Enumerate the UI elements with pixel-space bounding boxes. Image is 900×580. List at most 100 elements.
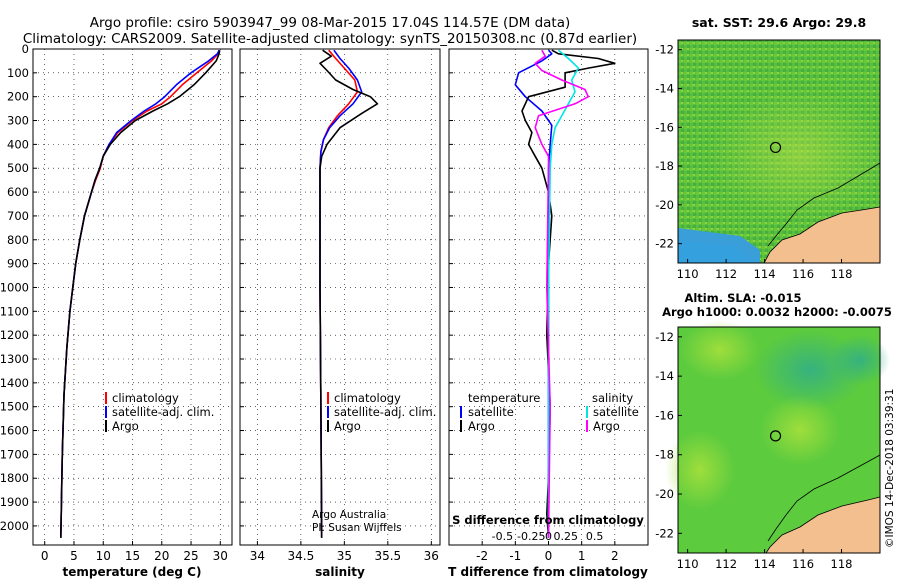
legend-title-salinity: salinity: [592, 391, 633, 405]
legend-label-t-satellite: satellite: [468, 405, 514, 419]
annotation-argo-australia: Argo Australia: [312, 509, 386, 521]
tick-label-depth: 800: [7, 233, 29, 247]
map-tick-label-lon: 118: [831, 557, 853, 571]
sst-map: sat. SST: 29.6 Argo: 29.8 110 112 114 116 11…: [655, 15, 881, 281]
temperature-panel: 0100200300400500600700800900100011001200…: [0, 42, 233, 579]
tick-label-x: 1: [578, 549, 586, 563]
tick-label-salinity-diff: 0.25: [553, 530, 578, 543]
sla-map-subtitle: Argo h1000: 0.0032 h2000: -0.0075: [662, 305, 892, 319]
tick-label-x: 34: [250, 549, 265, 563]
series-line-argo: [60, 50, 221, 538]
tick-label-depth: 2000: [0, 519, 29, 533]
map-tick-label-lon: 112: [715, 267, 737, 281]
tick-label-salinity-diff: 0: [545, 530, 552, 543]
difference-grid: [449, 48, 648, 545]
legend-label-satellite: satellite-adj. clim.: [334, 405, 436, 419]
tick-label-depth: 700: [7, 209, 29, 223]
legend-label-satellite: satellite-adj. clim.: [112, 405, 214, 419]
sla-low-region: [830, 335, 890, 385]
salinity-x-axis: 34 34.5 35 35.5 36: [250, 541, 439, 563]
legend-label-t-argo: Argo: [468, 419, 495, 433]
header-line2: Climatology: CARS2009. Satellite-adjuste…: [23, 31, 637, 47]
salinity-grid: [240, 48, 440, 545]
map-tick-label-lon: 114: [754, 267, 776, 281]
difference-x-axis: -2 -1 0 1 2: [476, 541, 619, 563]
map-tick-label-lon: 118: [831, 267, 853, 281]
tick-label-depth: 1000: [0, 280, 29, 294]
temperature-grid: [33, 48, 232, 545]
temperature-lines: [60, 49, 221, 538]
map-tick-label-lon: 116: [792, 557, 814, 571]
temperature-xlabel: temperature (deg C): [63, 565, 202, 579]
salinity-panel: 34 34.5 35 35.5 36 salinity climatology sate…: [239, 48, 441, 579]
difference-legend-right: salinity satellite Argo: [586, 391, 639, 433]
difference-xlabel-top: S difference from climatology: [452, 513, 644, 527]
map-tick-label-lat: -14: [655, 369, 674, 383]
series-line-argo: [319, 49, 379, 538]
salinity-xlabel: salinity: [315, 565, 365, 579]
sla-map-axes: 110 112 114 116 118 -12 -14 -16 -18 -20 -22: [655, 330, 852, 571]
tick-label-x: 2: [611, 549, 619, 563]
salinity-difference-ticks: -0.5 -0.25 0 0.25 0.5: [492, 530, 604, 543]
difference-lines: [514, 49, 616, 538]
tick-label-salinity-diff: -0.5: [492, 530, 513, 543]
legend-label-s-argo: Argo: [593, 419, 620, 433]
header-line1: Argo profile: csiro 5903947_99 08-Mar-20…: [90, 15, 571, 31]
map-tick-label-lat: -14: [655, 81, 674, 95]
tick-label-depth: 1600: [0, 424, 29, 438]
tick-label-depth: 1200: [0, 328, 29, 342]
tick-label-x: 20: [154, 549, 169, 563]
difference-xlabel: T difference from climatology: [448, 565, 648, 579]
sla-high-region: [665, 430, 735, 510]
sst-warm-region: [700, 90, 880, 220]
tick-label-depth: 1500: [0, 400, 29, 414]
map-tick-label-lat: -20: [655, 487, 674, 501]
tick-label-depth: 1900: [0, 495, 29, 509]
tick-label-x: -2: [476, 549, 488, 563]
legend-label-argo: Argo: [112, 419, 139, 433]
tick-label-x: 36: [424, 549, 439, 563]
sst-cool-region-2: [678, 240, 755, 263]
sla-high-region: [680, 320, 760, 380]
sla-high-region: [760, 395, 840, 465]
tick-label-x: 10: [96, 549, 111, 563]
sst-map-title: sat. SST: 29.6 Argo: 29.8: [692, 15, 866, 30]
legend-label-climatology: climatology: [334, 391, 401, 405]
map-tick-label-lat: -22: [655, 526, 674, 540]
tick-label-depth: 400: [7, 137, 29, 151]
sst-map-axes: 110 112 114 116 118 -12 -14 -16 -18 -20 -22: [655, 43, 852, 281]
series-line-s-argo: [534, 49, 590, 538]
sla-map: Altim. SLA: -0.015 Argo h1000: 0.0032 h2…: [655, 291, 892, 571]
sst-bathymetry-contour: [767, 162, 881, 247]
map-tick-label-lon: 110: [677, 557, 699, 571]
tick-label-salinity-diff: -0.25: [517, 530, 545, 543]
legend-label-argo: Argo: [334, 419, 361, 433]
temperature-legend: climatology satellite-adj. clim. Argo: [105, 391, 214, 433]
tick-label-x: 35: [337, 549, 352, 563]
map-tick-label-lat: -18: [655, 448, 674, 462]
sla-map-title: Altim. SLA: -0.015: [684, 291, 801, 305]
sla-map-frame: [677, 326, 881, 554]
sst-map-frame: [677, 39, 881, 264]
tick-label-depth: 900: [7, 257, 29, 271]
map-tick-label-lat: -16: [655, 408, 674, 422]
map-tick-label-lat: -12: [655, 330, 674, 344]
tick-label-depth: 500: [7, 161, 29, 175]
salinity-axes-frame: [239, 48, 441, 546]
tick-label-x: 25: [183, 549, 198, 563]
annotation-pi: PI: Susan Wijffels: [312, 522, 402, 534]
tick-label-depth: 300: [7, 114, 29, 128]
tick-label-depth: 600: [7, 185, 29, 199]
map-tick-label-lat: -18: [655, 159, 674, 173]
tick-label-salinity-diff: 0.5: [586, 530, 604, 543]
tick-label-x: 0: [545, 549, 553, 563]
footer-stamp: ©IMOS 14-Dec-2018 03:39:31: [884, 389, 896, 548]
tick-label-x: 35.5: [374, 549, 401, 563]
tick-label-depth: 100: [7, 66, 29, 80]
salinity-legend: climatology satellite-adj. clim. Argo: [327, 391, 436, 433]
tick-label-x: 30: [213, 549, 228, 563]
temperature-x-axis: 0 5 10 15 20 25 30: [41, 541, 228, 563]
map-tick-label-lon: 110: [677, 267, 699, 281]
temperature-axes-frame: [32, 48, 233, 546]
tick-label-depth: 1400: [0, 376, 29, 390]
